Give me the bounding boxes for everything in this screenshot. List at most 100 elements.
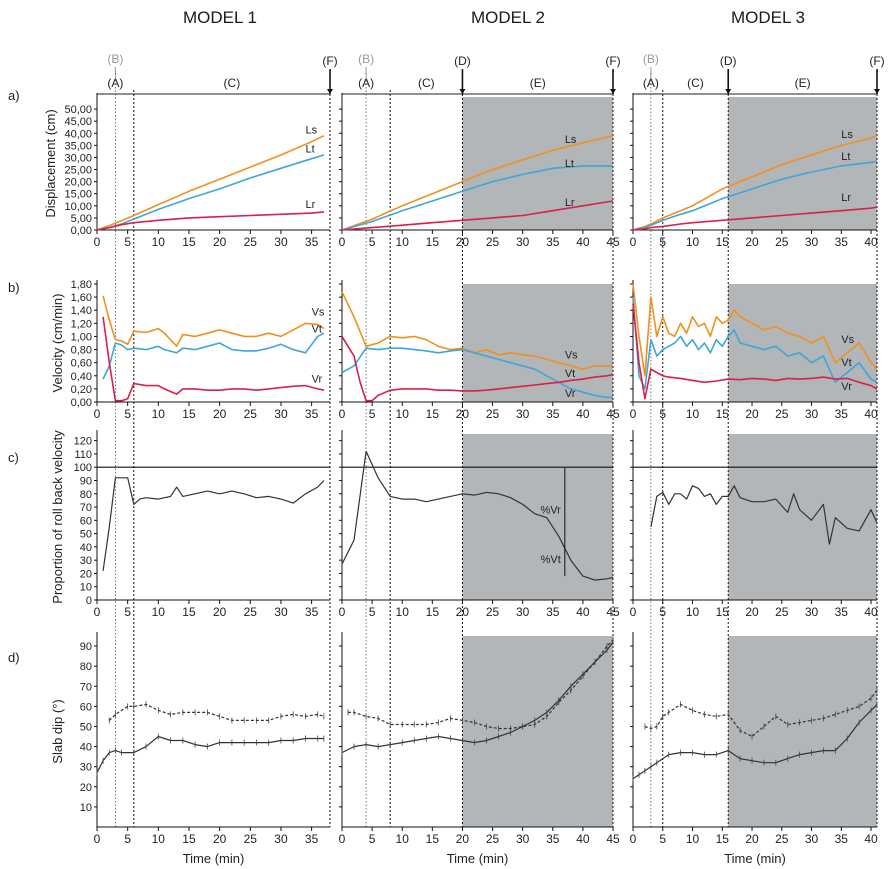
- series-label-Vr: Vr: [841, 381, 852, 393]
- x-tick-label: 25: [486, 832, 500, 846]
- panel-3: MODEL 3 (A) (B) (C) (D) (E) (F) 0 5 10 15 20 25 30 35 4…: [630, 8, 885, 866]
- series-line-d-0: [108, 703, 325, 722]
- x-tick-label: 10: [396, 235, 410, 249]
- y-tick-label: 50,00: [64, 104, 92, 116]
- x-tick-label: 15: [182, 605, 196, 619]
- phase-label-b: (B): [643, 52, 659, 66]
- y-tick-label: 30: [80, 555, 92, 567]
- series-line-Lt: [632, 160, 878, 231]
- x-tick-label: 30: [274, 407, 288, 421]
- x-tick-label: 0: [630, 235, 637, 249]
- x-tick-label: 35: [835, 605, 849, 619]
- x-tick-label: 10: [152, 832, 166, 846]
- row-d-plot: 0 5 10 15 20 25 30 35 40 Time (min): [630, 632, 878, 866]
- x-tick-label: 15: [426, 832, 440, 846]
- x-tick-label: 5: [659, 407, 666, 421]
- y-tick-label: 0,40: [71, 371, 92, 383]
- x-tick-label: 40: [576, 832, 590, 846]
- y-tick-label: 0,20: [71, 384, 92, 396]
- y-tick-label: 10: [80, 802, 92, 814]
- x-tick-label: 10: [152, 235, 166, 249]
- y-tick-label: 20: [80, 568, 92, 580]
- phase-f-arrowhead: [610, 89, 616, 94]
- x-tick-label: 35: [546, 235, 560, 249]
- x-tick-label: 35: [305, 407, 319, 421]
- x-tick-label: 5: [124, 832, 131, 846]
- series-line-Vs: [341, 291, 613, 371]
- model-title-3: MODEL 3: [731, 8, 805, 27]
- x-tick-label: 20: [213, 605, 227, 619]
- x-tick-label: 0: [94, 407, 101, 421]
- series-label-Lr: Lr: [841, 192, 851, 204]
- series-line-Ls: [96, 134, 325, 231]
- phase-label-e: (E): [530, 76, 546, 90]
- row-label-d: d): [8, 650, 20, 665]
- x-tick-label: 40: [576, 407, 590, 421]
- x-tick-label: 40: [864, 407, 878, 421]
- phase-label-f: (F): [605, 54, 620, 68]
- model-title-2: MODEL 2: [471, 8, 545, 27]
- phase-label-c: (C): [224, 76, 241, 90]
- series-label-Ls: Ls: [305, 124, 317, 136]
- y-tick-label: 50: [80, 529, 92, 541]
- phase-label-e: (E): [795, 76, 811, 90]
- x-tick-label: 5: [369, 605, 376, 619]
- x-axis-title: Time (min): [447, 851, 509, 866]
- x-tick-label: 25: [486, 407, 500, 421]
- y-tick-label: 120: [74, 436, 92, 448]
- phase-label-d: (D): [720, 54, 737, 68]
- y-tick-label: 90: [80, 475, 92, 487]
- phase-e-shade-c: [728, 434, 877, 600]
- phase-d-arrowhead: [459, 89, 466, 94]
- y-tick-label: 70: [80, 681, 92, 693]
- x-tick-label: 35: [835, 407, 849, 421]
- x-tick-label: 30: [274, 832, 288, 846]
- x-tick-label: 35: [546, 605, 560, 619]
- model-title-1: MODEL 1: [183, 8, 257, 27]
- series-label-Vr: Vr: [312, 373, 323, 385]
- series-line-d-1: [632, 703, 878, 780]
- x-tick-label: 10: [396, 832, 410, 846]
- y-tick-label: 1,80: [71, 279, 92, 291]
- panel-1: MODEL 1(A)(B)(C)(F)0,005,0010,0015,0020,…: [43, 8, 338, 866]
- y-tick-label: 35,00: [64, 140, 92, 152]
- x-tick-label: 20: [745, 832, 759, 846]
- x-tick-label: 45: [606, 832, 620, 846]
- row-c-plot: 0 5 10 15 20 25 30 35 40 45 %Vr %Vt: [339, 430, 620, 619]
- series-line-d-0: [644, 689, 878, 738]
- x-tick-label: 0: [94, 605, 101, 619]
- phase-label-c: (C): [687, 76, 704, 90]
- phase-e-shade-b: [462, 284, 613, 402]
- annotation-pVt: %Vt: [541, 554, 561, 566]
- row-label-a: a): [8, 88, 20, 103]
- x-tick-label: 30: [274, 235, 288, 249]
- x-tick-label: 15: [716, 235, 730, 249]
- x-tick-label: 5: [369, 407, 376, 421]
- x-tick-label: 30: [805, 832, 819, 846]
- series-line-Vs: [102, 295, 325, 348]
- x-tick-label: 15: [182, 235, 196, 249]
- x-tick-label: 25: [775, 832, 789, 846]
- y-tick-label: 0: [86, 595, 92, 607]
- y-tick-label: 70: [80, 502, 92, 514]
- series-label-Lr: Lr: [565, 197, 575, 209]
- series-line-Vt: [632, 297, 878, 390]
- y-tick-label: 45,00: [64, 116, 92, 128]
- series-label-Vs: Vs: [312, 306, 325, 318]
- y-tick-label: 20,00: [64, 177, 92, 189]
- row-b-plot: 0 5 10 15 20 25 30 35 40 45 Vs Vt Vr: [339, 280, 620, 421]
- y-tick-label: 40,00: [64, 128, 92, 140]
- x-tick-label: 15: [426, 407, 440, 421]
- x-tick-label: 0: [630, 605, 637, 619]
- x-tick-label: 5: [659, 832, 666, 846]
- x-tick-label: 45: [606, 407, 620, 421]
- x-tick-label: 20: [456, 407, 470, 421]
- y-axis-title-c: Proportion of roll back velocity: [50, 430, 65, 604]
- x-tick-label: 15: [716, 407, 730, 421]
- series-line-Lt: [96, 154, 325, 231]
- series-line-Lr: [96, 211, 324, 231]
- y-tick-label: 20: [80, 782, 92, 794]
- x-tick-label: 10: [686, 407, 700, 421]
- x-tick-label: 25: [486, 235, 500, 249]
